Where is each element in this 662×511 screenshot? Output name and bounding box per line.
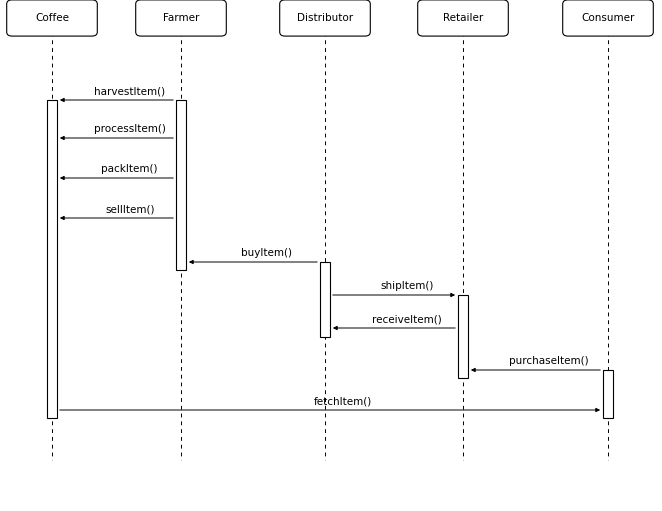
FancyBboxPatch shape — [136, 0, 226, 36]
FancyBboxPatch shape — [280, 0, 370, 36]
Text: fetchItem(): fetchItem() — [314, 396, 372, 406]
Bar — [320, 262, 330, 337]
Text: Distributor: Distributor — [297, 13, 353, 23]
Text: Farmer: Farmer — [163, 13, 199, 23]
Text: purchaseItem(): purchaseItem() — [509, 356, 589, 366]
Text: receiveItem(): receiveItem() — [372, 314, 442, 324]
Text: Coffee: Coffee — [35, 13, 69, 23]
FancyBboxPatch shape — [563, 0, 653, 36]
Text: processItem(): processItem() — [94, 124, 166, 134]
Bar — [176, 100, 186, 270]
Text: packItem(): packItem() — [101, 164, 158, 174]
Text: Consumer: Consumer — [581, 13, 635, 23]
FancyBboxPatch shape — [7, 0, 97, 36]
Bar — [47, 100, 57, 418]
Text: Retailer: Retailer — [443, 13, 483, 23]
FancyBboxPatch shape — [418, 0, 508, 36]
Text: shipItem(): shipItem() — [381, 281, 434, 291]
Text: harvestItem(): harvestItem() — [94, 86, 166, 96]
Bar — [458, 295, 468, 378]
Text: buyItem(): buyItem() — [241, 248, 292, 258]
Bar — [603, 370, 613, 418]
Text: sellItem(): sellItem() — [105, 204, 154, 214]
